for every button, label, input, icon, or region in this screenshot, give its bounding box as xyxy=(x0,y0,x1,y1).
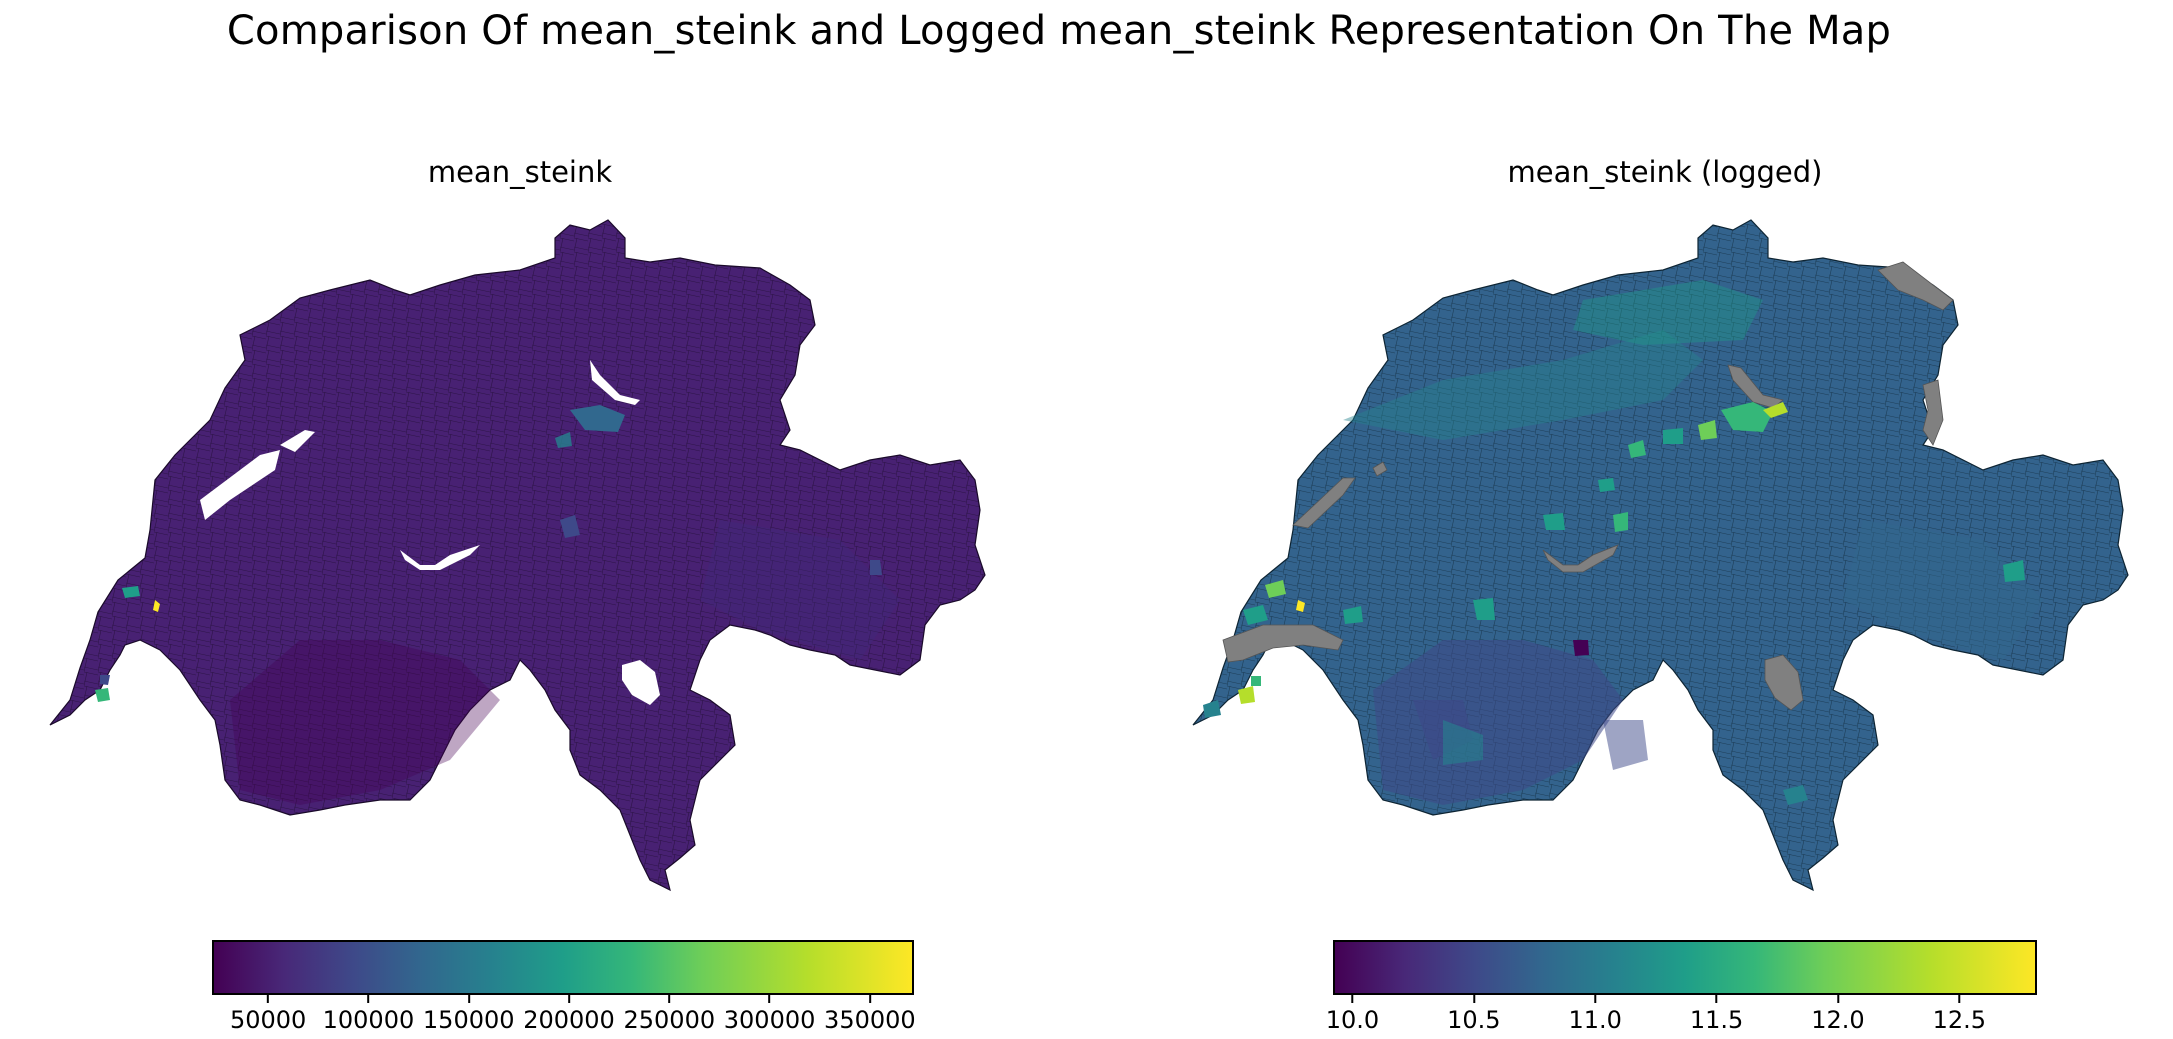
colorbar-tick-mark xyxy=(668,995,671,1003)
colorbar-raw-ticks: 50000 100000 150000 200000 250000 300000 35000… xyxy=(212,995,916,1035)
colorbar-tick-label: 250000 xyxy=(623,1006,716,1034)
colorbar-tick-label: 12.5 xyxy=(1932,1006,1987,1034)
lake-biel-right xyxy=(1372,461,1388,477)
lake-thun-left xyxy=(400,545,480,570)
panel-title-raw: mean_steink xyxy=(427,155,613,189)
colorbar-logged xyxy=(1333,940,2037,995)
colorbar-tick: 100000 xyxy=(322,995,415,1034)
colorbar-tick-label: 10.0 xyxy=(1325,1006,1380,1034)
colorbar-tick-label: 12.0 xyxy=(1811,1006,1865,1034)
lake-geneva-left xyxy=(200,450,280,520)
colorbar-tick-label: 300000 xyxy=(723,1006,816,1034)
colorbar-tick-label: 200000 xyxy=(523,1006,615,1034)
figure-title: Comparison Of mean_steink and Logged mea… xyxy=(226,8,1892,54)
colorbar-tick: 12.5 xyxy=(1933,995,1986,1034)
panel-title-logged: mean_steink (logged) xyxy=(1507,155,1823,189)
lake-maggiore-left xyxy=(622,660,660,705)
colorbar-tick-label: 11.5 xyxy=(1689,1006,1744,1034)
colorbar-tick-label: 350000 xyxy=(824,1006,916,1034)
colorbar-tick-label: 11.0 xyxy=(1568,1006,1622,1034)
lake-neuchatel-left xyxy=(280,430,315,452)
colorbar-tick-mark xyxy=(1472,995,1475,1003)
colorbar-tick-label: 10.5 xyxy=(1447,1006,1501,1034)
lake-geneva-right xyxy=(1222,624,1344,663)
lake-lugano-right xyxy=(1922,379,1944,446)
lake-maggiore-right xyxy=(1764,654,1804,711)
colorbar-tick-mark xyxy=(1351,995,1354,1003)
colorbar-tick: 350000 xyxy=(824,995,916,1034)
lake-thun-right xyxy=(1542,544,1619,573)
colorbar-tick-label: 150000 xyxy=(422,1006,515,1034)
colorbar-tick-mark xyxy=(1958,995,1961,1003)
map-mean-steink-logged xyxy=(1192,219,2129,892)
colorbar-tick: 50000 xyxy=(230,995,306,1034)
colorbar-tick-mark xyxy=(868,995,871,1003)
colorbar-tick: 11.0 xyxy=(1568,995,1622,1034)
colorbar-tick-mark xyxy=(267,995,270,1003)
colorbar-tick: 12.0 xyxy=(1811,995,1865,1034)
colorbar-tick: 150000 xyxy=(423,995,515,1034)
colorbar-tick: 250000 xyxy=(623,995,715,1034)
colorbar-tick-label: 100000 xyxy=(322,1006,415,1034)
colorbar-tick: 10.0 xyxy=(1326,995,1379,1034)
colorbar-raw xyxy=(212,940,914,995)
colorbar-logged-ticks: 10.0 10.5 11.0 11.5 12.0 12.5 xyxy=(1326,995,2037,1035)
map-mean-steink xyxy=(49,219,986,892)
colorbar-tick-mark xyxy=(1836,995,1839,1003)
colorbar-tick: 300000 xyxy=(723,995,816,1034)
colorbar-tick-mark xyxy=(768,995,771,1003)
lake-constance-right xyxy=(1877,261,1954,311)
colorbar-tick-mark xyxy=(568,995,571,1003)
colorbar-tick-mark xyxy=(1715,995,1718,1003)
colorbar-tick: 10.5 xyxy=(1447,995,1501,1034)
colorbar-tick: 200000 xyxy=(523,995,615,1034)
colorbar-tick-mark xyxy=(467,995,470,1003)
lake-zurich-left xyxy=(590,360,640,405)
colorbar-tick-mark xyxy=(367,995,370,1003)
colorbar-tick-mark xyxy=(1594,995,1597,1003)
colorbar-tick-label: 50000 xyxy=(229,1006,307,1034)
colorbar-tick: 11.5 xyxy=(1690,995,1743,1034)
lake-neuchatel-right xyxy=(1292,477,1356,529)
